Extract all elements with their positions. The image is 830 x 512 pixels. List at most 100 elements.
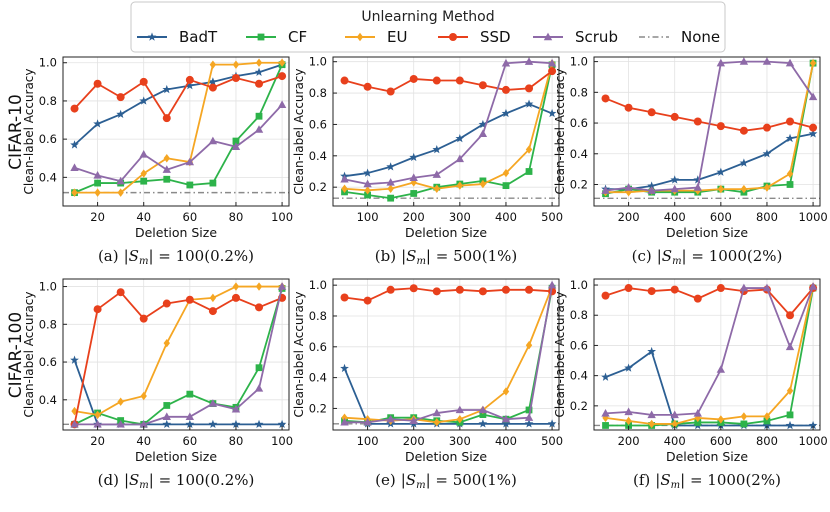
panel-b: 100 200 300 400 500 0.2 0.4 0.6 0.8 1.0 Deletion S… [292, 55, 563, 267]
point-cf [694, 419, 702, 426]
point-scrub [277, 282, 287, 290]
point-badt [363, 168, 372, 177]
point-ssd [670, 112, 679, 121]
point-eu [163, 154, 170, 163]
y-tick-label: 1.0 [570, 278, 588, 292]
point-badt [162, 419, 172, 429]
y-tick-label: 0.4 [309, 371, 327, 385]
point-scrub [162, 412, 171, 420]
y-tick-label: 0.4 [39, 393, 57, 407]
y-tick-label: 0.8 [39, 94, 57, 108]
point-eu [94, 188, 101, 197]
x-tick-label: 500 [541, 434, 563, 448]
point-scrub [716, 58, 726, 67]
point-eu [809, 58, 817, 68]
point-scrub [693, 183, 702, 191]
point-cf [186, 181, 194, 189]
point-ssd [647, 108, 656, 117]
point-scrub [547, 280, 557, 289]
point-ssd [386, 87, 395, 96]
caption-set: |S [655, 471, 670, 489]
point-scrub [254, 384, 264, 392]
x-tick-label: 100 [271, 210, 293, 224]
point-badt [208, 419, 218, 429]
series-line-cf [344, 64, 553, 200]
series-line-scrub [344, 60, 553, 185]
caption-subscript: m [416, 256, 425, 267]
legend-label-badt: BadT [179, 28, 218, 46]
legend-label-none: None [681, 28, 720, 46]
point-ssd [501, 85, 510, 94]
point-badt [478, 419, 488, 428]
point-ssd [409, 74, 418, 83]
point-ssd [809, 123, 818, 132]
x-axis-label: Deletion Size [135, 449, 217, 464]
point-cf [364, 191, 371, 199]
point-ssd [501, 285, 510, 294]
caption-letter: (c) [632, 247, 652, 265]
point-cf [255, 364, 263, 372]
point-scrub [409, 416, 418, 424]
point-ssd [455, 285, 464, 294]
point-scrub [670, 184, 679, 193]
point-badt [670, 175, 680, 184]
point-eu [255, 282, 263, 291]
point-ssd [208, 83, 217, 92]
point-badt [70, 355, 79, 364]
point-badt [547, 108, 557, 118]
point-scrub [455, 405, 465, 414]
point-badt [762, 420, 772, 430]
y-tick-label: 1.0 [570, 55, 588, 69]
x-tick-label: 200 [403, 210, 425, 224]
point-badt [785, 420, 795, 430]
point-ssd [786, 311, 795, 320]
point-ssd [93, 305, 102, 314]
point-eu [671, 419, 678, 429]
point-eu [209, 60, 217, 69]
legend-frame [130, 1, 726, 53]
point-eu [786, 169, 794, 178]
point-badt [647, 346, 657, 356]
point-badt [185, 419, 195, 429]
point-ssd [478, 81, 487, 90]
subfigure-caption: (f) |Sm| = 1000(2%) [633, 471, 781, 491]
series-line-eu [74, 285, 283, 416]
caption-letter: (f) [633, 471, 650, 489]
legend-label-cf: CF [288, 28, 307, 46]
point-eu [525, 341, 533, 350]
point-eu [341, 413, 348, 422]
x-tick-label: 300 [449, 434, 471, 448]
row-label-cifar100: CIFAR-100 [6, 312, 26, 398]
point-scrub [340, 417, 349, 426]
y-tick-label: 0.4 [309, 149, 327, 163]
point-ssd [624, 103, 633, 112]
point-badt [647, 181, 657, 190]
point-eu [525, 145, 533, 154]
point-eu [763, 183, 771, 192]
y-tick-label: 1.0 [309, 55, 327, 69]
point-eu [71, 406, 78, 416]
point-scrub [93, 171, 102, 179]
series-line-ssd [605, 287, 814, 317]
panel-a: 20 40 60 80 100 0.4 0.6 0.8 1.0 Deletion Size Clea… [22, 56, 293, 267]
x-axis-label: Deletion Size [405, 449, 487, 464]
point-scrub [185, 412, 195, 420]
panel-e: 100 200 300 400 500 0.2 0.4 0.6 0.8 1.0 Deletion S… [292, 278, 563, 491]
y-tick-label: 0.6 [39, 132, 57, 146]
series-line-badt [344, 103, 553, 178]
point-scrub [785, 342, 795, 351]
point-cf [525, 168, 533, 175]
caption-expression: | = 100(0.2%) [148, 247, 254, 265]
point-scrub [185, 157, 195, 166]
point-ssd [455, 76, 464, 85]
y-tick-label: 0.4 [39, 170, 57, 184]
panel-f: 200 400 600 800 1000 0.2 0.4 0.6 0.8 1.0 Deletion … [553, 278, 828, 491]
point-scrub [116, 176, 125, 185]
point-scrub [693, 408, 702, 417]
point-scrub [716, 365, 726, 373]
y-tick-label: 1.0 [39, 56, 57, 70]
legend-title: Unlearning Method [361, 9, 494, 25]
point-ssd [386, 285, 395, 294]
point-badt [386, 162, 396, 171]
